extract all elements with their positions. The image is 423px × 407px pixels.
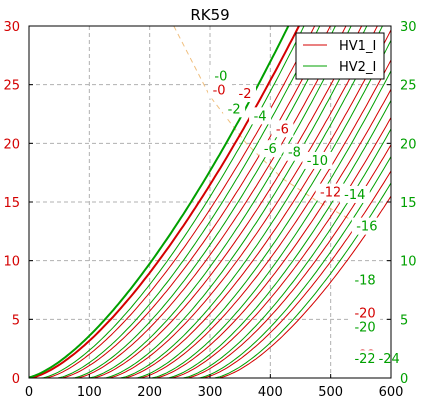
- y-tick-label-left: 30: [3, 20, 20, 35]
- hv2-curve: [29, 26, 321, 378]
- curve-labels: -0-0-2-2-4-6-6-8-10-12-14-16-18-18-20-20…: [208, 67, 405, 368]
- hv2-curve-label: -4: [254, 109, 267, 124]
- hv2-curve-label-bg: [283, 143, 306, 161]
- hv2-curve: [29, 26, 336, 378]
- y-tick-label-right: 30: [400, 20, 417, 35]
- hv1-curve: [29, 195, 391, 378]
- hv2-curve-label: -6: [264, 142, 277, 157]
- hv2-curve-label-bg: [350, 271, 381, 289]
- hv2-curve-label-bg: [351, 217, 382, 235]
- hv1-curve-label: -0: [213, 84, 226, 99]
- hv1-curve-label-bg: [350, 304, 381, 322]
- hv2-curve: [29, 100, 391, 378]
- hv2-curve-label: -14: [344, 188, 365, 203]
- y-tick-label-left: 20: [3, 137, 20, 152]
- x-tick-label: 500: [318, 385, 343, 400]
- x-tick-label: 200: [137, 385, 162, 400]
- hv2-curve-label: -8: [288, 146, 301, 161]
- hv1-curve-label: -12: [320, 186, 341, 201]
- hv2-curve-label-bg: [302, 151, 333, 169]
- y-tick-label-right: 15: [400, 196, 417, 211]
- hv2-curve: [29, 26, 384, 378]
- hv2-curve-label-bg: [223, 100, 246, 118]
- hv1-curve: [29, 26, 347, 378]
- legend: HV1_I HV2_I: [295, 32, 385, 80]
- hv1-curve: [29, 26, 363, 378]
- hv1-curve-label-bg: [233, 85, 256, 103]
- x-tick-label: 400: [258, 385, 283, 400]
- hv1-curve-label-bg: [208, 81, 231, 99]
- hv1-curve: [29, 26, 316, 378]
- hv2-curve-label: -24: [379, 352, 400, 367]
- hv2-curve-label: -18: [354, 274, 375, 289]
- x-tick-label: 300: [198, 385, 223, 400]
- hv2-curve-label: -2: [228, 102, 241, 117]
- x-tick-label: 100: [77, 385, 102, 400]
- hv2-curve: [29, 182, 391, 378]
- y-tick-label-right: 0: [400, 372, 408, 387]
- hv1-curve-label-bg: [271, 120, 294, 138]
- hv1-curve: [29, 29, 391, 378]
- legend-box: [295, 32, 385, 80]
- hv2-curve: [29, 26, 305, 378]
- hv2-curve-label-bg: [350, 350, 381, 368]
- hv1-curve: [29, 26, 378, 378]
- x-tick-label: 600: [379, 385, 404, 400]
- hv2-curve: [29, 26, 290, 378]
- hv1-curve-label: -6: [276, 122, 289, 137]
- hv1-curve: [29, 26, 331, 378]
- hv2-curve-label-bg: [209, 67, 232, 85]
- hv1-curve: [29, 26, 301, 378]
- hv2-curve-label-bg: [339, 185, 370, 203]
- hv2-curve-label: -16: [356, 220, 377, 235]
- hv2-curve-label: -20: [354, 321, 375, 336]
- y-tick-label-right: 5: [400, 313, 408, 328]
- y-tick-label-left: 5: [12, 313, 20, 328]
- hv2-curve-label: -22: [354, 352, 375, 367]
- legend-label-hv2: HV2_I: [339, 60, 376, 75]
- power-limit-curve: [173, 26, 356, 223]
- hv2-curve-label-bg: [350, 318, 381, 336]
- y-tick-label-left: 0: [12, 372, 20, 387]
- y-tick-label-left: 10: [3, 255, 20, 270]
- hv2-curve-label-bg: [259, 140, 282, 158]
- hv2-curve: [29, 26, 352, 378]
- hv2-curve: [29, 70, 391, 378]
- x-tick-label: 0: [25, 385, 33, 400]
- hv1-curve: [29, 117, 391, 378]
- y-tick-label-left: 25: [3, 79, 20, 94]
- y-tick-label-left: 15: [3, 196, 20, 211]
- hv2-curve: [29, 128, 391, 378]
- hv1-curve-label-bg: [315, 183, 346, 201]
- y-tick-label-right: 25: [400, 79, 417, 94]
- hv2-curve-label-bg: [374, 350, 405, 368]
- chart-title: RK59: [190, 6, 229, 24]
- hv1-curve: [29, 144, 391, 378]
- hv2-curve-label-bg: [249, 107, 272, 125]
- y-tick-label-right: 20: [400, 137, 417, 152]
- hv2-curve-label: -0: [214, 69, 227, 84]
- hv2-curve: [29, 26, 368, 378]
- hv1-curve-label: -20: [354, 306, 375, 321]
- y-tick-label-right: 10: [400, 255, 417, 270]
- hv1-curve-label: -2: [239, 87, 252, 102]
- legend-label-hv1: HV1_I: [339, 39, 376, 54]
- hv2-curve-label: -10: [307, 154, 328, 169]
